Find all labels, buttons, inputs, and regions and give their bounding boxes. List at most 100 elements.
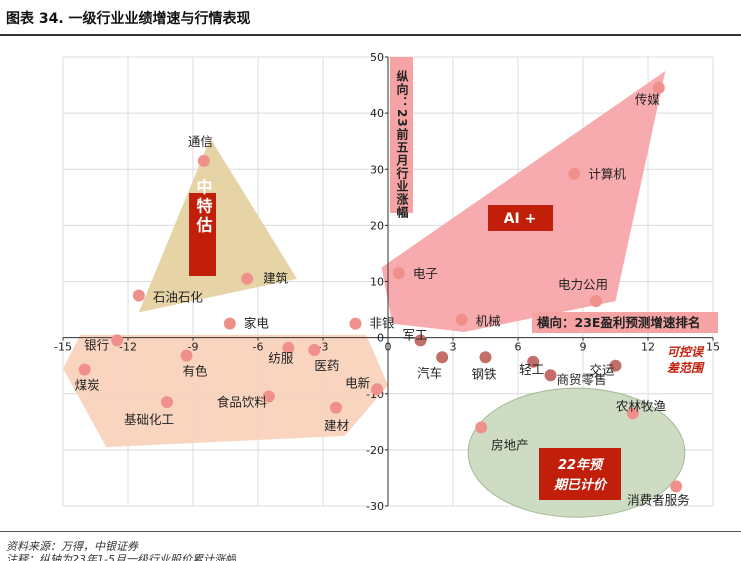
y-tick-label: 10 (370, 276, 384, 289)
point-医药 (308, 343, 321, 356)
label-医药: 医药 (314, 358, 339, 373)
label-银行: 银行 (84, 337, 109, 352)
group-22-line2: 期已计价 (553, 477, 608, 493)
label-基础化工: 基础化工 (124, 412, 174, 427)
x-tick-label: 3 (450, 341, 457, 354)
group-22-box (539, 448, 621, 500)
y-tick-label: 0 (377, 332, 384, 345)
group-22-line1: 22年预 (558, 457, 605, 473)
point-建材 (330, 401, 342, 414)
controllable-label: 可控误差范围 (667, 345, 705, 375)
point-基础化工 (161, 396, 173, 409)
point-非银 (349, 317, 362, 330)
point-传媒 (652, 81, 665, 94)
group-22-label: 22年预期已计价 (553, 457, 608, 493)
x-tick-label: -12 (119, 341, 137, 354)
label-农林牧渔: 农林牧渔 (616, 398, 666, 413)
label-纺服: 纺服 (268, 351, 294, 366)
footnote: 注释：纵轴为23年1-5月一级行业股价累计涨幅 (6, 553, 236, 561)
point-计算机 (568, 167, 581, 180)
point-纺服 (282, 341, 295, 354)
point-汽车 (436, 351, 449, 364)
scatter-chart: -15-12-9-6-30369121550403020100-10-20-30… (54, 51, 720, 518)
y-tick-label: 20 (370, 219, 384, 232)
region-ai (381, 71, 666, 333)
point-建筑 (241, 272, 254, 285)
y-axis-note-box (390, 57, 413, 213)
footer-rule (0, 531, 741, 532)
x-tick-label: 6 (515, 341, 522, 354)
source-note: 资料来源：万得，中银证券 (6, 540, 138, 553)
label-消费者服务: 消费者服务 (627, 492, 690, 507)
chart-title: 图表 34. 一级行业业绩增速与行情表现 (6, 11, 251, 27)
label-电力公用: 电力公用 (558, 277, 608, 292)
point-交运 (609, 359, 622, 372)
point-军工 (414, 334, 427, 347)
controllable-line1: 可控误 (667, 345, 705, 359)
y-tick-label: -30 (366, 500, 384, 513)
controllable-line2: 差范围 (667, 361, 705, 375)
point-有色 (180, 349, 193, 362)
label-有色: 有色 (183, 364, 209, 379)
y-tick-label: 30 (370, 163, 384, 176)
region-lower-left (63, 334, 388, 448)
ai-box (488, 205, 553, 231)
label-汽车: 汽车 (417, 365, 442, 380)
x-axis-note-box (532, 312, 718, 333)
x-axis-note: 横向：23E盈利预测增速排名 (537, 315, 700, 330)
point-消费者服务 (670, 480, 683, 493)
point-电新 (371, 383, 384, 396)
label-轻工: 轻工 (519, 362, 544, 377)
y-tick-label: 40 (370, 107, 384, 120)
x-tick-label: 9 (580, 341, 587, 354)
label-机械: 机械 (476, 314, 502, 329)
label-传媒: 传媒 (635, 92, 661, 107)
data-points (78, 81, 683, 493)
x-tick-label: 0 (385, 341, 392, 354)
point-电力公用 (590, 295, 602, 308)
label-通信: 通信 (188, 134, 213, 149)
point-家电 (223, 317, 236, 330)
point-轻工 (527, 355, 540, 368)
x-tick-label: 15 (706, 341, 720, 354)
point-煤炭 (78, 363, 91, 376)
x-tick-label: 12 (641, 341, 655, 354)
y-axis-note: 纵向：23前五月行业涨幅 (395, 69, 409, 219)
label-军工: 军工 (403, 327, 428, 342)
label-计算机: 计算机 (588, 167, 626, 182)
title-rule (0, 34, 741, 36)
point-通信 (197, 154, 210, 167)
point-电子 (392, 267, 405, 280)
label-电子: 电子 (413, 266, 438, 281)
label-非银: 非银 (370, 316, 396, 331)
point-房地产 (475, 421, 488, 434)
label-石油石化: 石油石化 (153, 290, 204, 305)
x-tick-label: -15 (54, 341, 72, 354)
label-煤炭: 煤炭 (75, 378, 100, 393)
ai-label: AI + (504, 211, 537, 227)
x-tick-label: -6 (253, 341, 264, 354)
point-钢铁 (479, 351, 492, 364)
label-房地产: 房地产 (491, 437, 529, 452)
label-家电: 家电 (244, 316, 270, 331)
x-tick-label: -9 (188, 341, 199, 354)
y-tick-label: -20 (366, 444, 384, 457)
point-银行 (111, 334, 124, 347)
y-tick-label: 50 (370, 51, 384, 64)
label-电新: 电新 (345, 375, 370, 390)
label-商贸零售: 商贸零售 (557, 372, 607, 387)
label-食品饮料: 食品饮料 (217, 395, 268, 410)
label-建材: 建材 (324, 418, 349, 433)
label-交运: 交运 (590, 363, 616, 378)
region-zte (138, 138, 297, 313)
point-农林牧渔 (626, 407, 639, 420)
point-商贸零售 (544, 369, 557, 382)
point-石油石化 (132, 289, 145, 302)
x-tick-label: -3 (318, 341, 329, 354)
point-食品饮料 (262, 390, 275, 403)
zte-label: 中特估 (194, 178, 214, 236)
zte-box (189, 193, 216, 276)
